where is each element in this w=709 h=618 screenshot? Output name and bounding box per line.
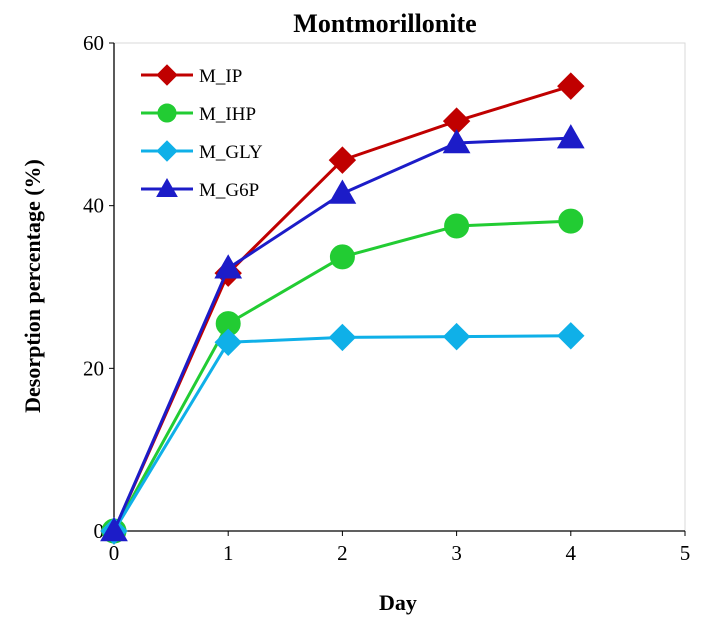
data-point — [329, 244, 355, 270]
series-m-ip — [100, 72, 585, 545]
legend-swatch-marker — [157, 103, 177, 123]
axes — [109, 42, 686, 536]
data-point — [328, 323, 357, 352]
data-point — [557, 322, 585, 350]
legend-item: M_GLY — [141, 140, 263, 163]
y-axis-title: Desorption percentage (%) — [20, 159, 45, 413]
legend-label: M_IP — [199, 66, 242, 87]
legend-swatch-marker — [156, 140, 178, 162]
tick-labels: 0 1 2 3 4 5 0 20 40 60 — [83, 31, 690, 565]
legend-item: M_G6P — [141, 177, 259, 201]
legend-swatch-marker — [156, 64, 178, 86]
legend-item: M_IHP — [141, 103, 256, 125]
y-tick-label: 40 — [83, 194, 104, 218]
y-tick-label: 60 — [83, 31, 104, 55]
legend-label: M_G6P — [199, 180, 259, 201]
data-point — [328, 179, 357, 204]
data-point — [328, 146, 357, 174]
y-tick-label: 0 — [94, 519, 105, 543]
series-m-ihp — [101, 208, 584, 544]
x-tick-label: 0 — [109, 541, 120, 565]
legend: M_IP M_IHP M_GLY M_G6P — [141, 64, 263, 201]
x-tick-label: 5 — [680, 541, 691, 565]
data-point — [556, 124, 585, 149]
series-m-gly — [100, 322, 585, 545]
data-point — [214, 254, 243, 279]
data-point — [214, 328, 242, 357]
legend-item: M_IP — [141, 64, 242, 87]
legend-swatch-marker — [156, 177, 178, 197]
x-tick-label: 3 — [451, 541, 462, 565]
x-tick-label: 2 — [337, 541, 348, 565]
series-m-g6p — [100, 124, 585, 542]
data-point — [557, 72, 585, 100]
legend-label: M_IHP — [199, 104, 256, 125]
data-point — [100, 516, 128, 542]
series-layer — [100, 72, 585, 545]
data-point — [442, 129, 471, 154]
y-tick-label: 20 — [83, 356, 104, 380]
data-point — [442, 322, 471, 351]
data-point — [558, 208, 584, 234]
chart-title: Montmorillonite — [293, 9, 476, 38]
x-axis-title: Day — [379, 590, 417, 615]
data-point — [444, 213, 470, 239]
x-tick-label: 1 — [223, 541, 234, 565]
legend-label: M_GLY — [199, 142, 263, 163]
series-line — [112, 334, 571, 532]
x-tick-label: 4 — [566, 541, 577, 565]
